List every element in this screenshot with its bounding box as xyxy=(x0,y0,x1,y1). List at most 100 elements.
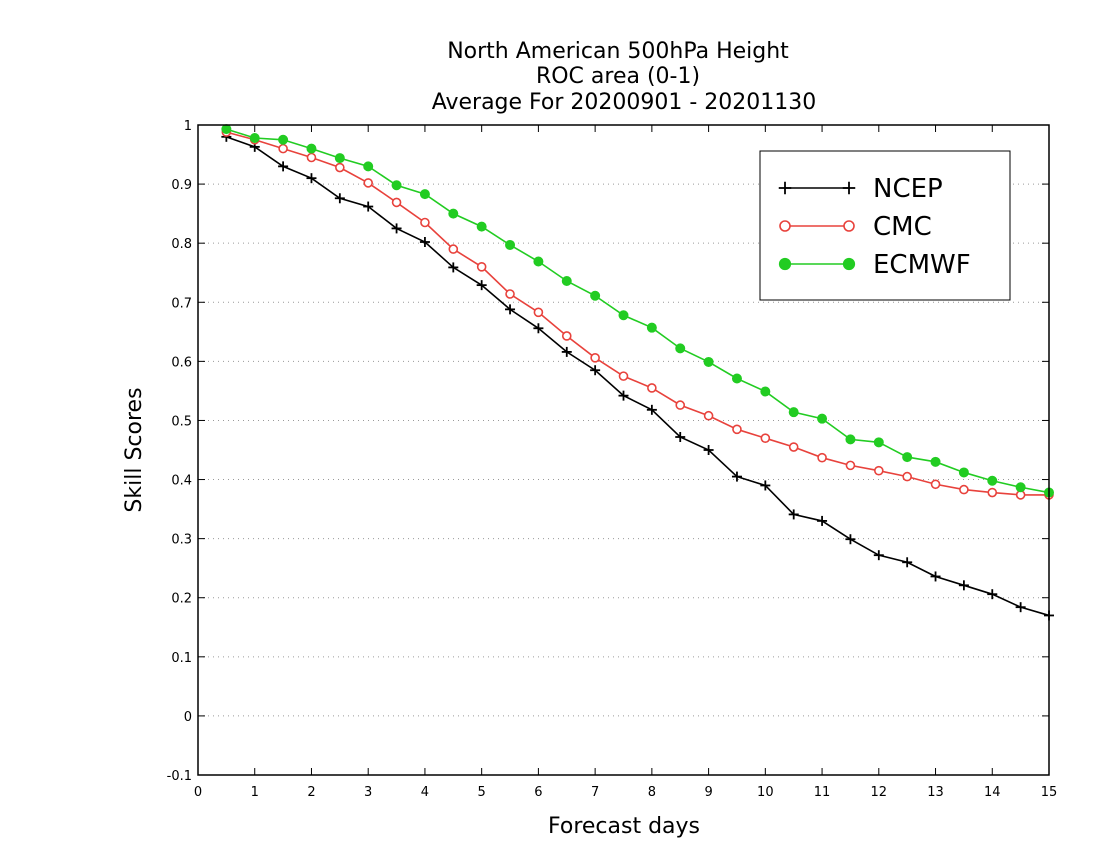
data-point-open-circle xyxy=(618,371,629,381)
data-point-open-circle xyxy=(959,484,969,495)
data-point-open-circle xyxy=(448,244,459,254)
chart-title: North American 500hPa Height ROC area (0… xyxy=(432,39,817,115)
data-point-filled-circle xyxy=(987,475,998,486)
data-point-plus xyxy=(902,557,913,568)
data-point-filled-circle xyxy=(334,153,345,164)
data-point-filled-circle xyxy=(842,257,856,271)
data-point-filled-circle xyxy=(1015,482,1026,493)
data-point-open-circle xyxy=(420,217,430,228)
y-tick-label: -0.1 xyxy=(167,769,192,784)
x-tick-label: 10 xyxy=(757,785,774,800)
x-tick-label: 4 xyxy=(421,785,429,800)
x-tick-label: 7 xyxy=(591,785,599,800)
legend-label: ECMWF xyxy=(873,250,971,280)
chart-title-line-3: Average For 20200901 - 20201130 xyxy=(432,90,817,115)
data-point-plus xyxy=(334,193,345,204)
data-point-plus xyxy=(760,480,771,491)
data-point-open-circle xyxy=(843,220,855,232)
legend: NCEP CMC ECMWF xyxy=(759,150,1011,301)
data-point-open-circle xyxy=(561,331,572,341)
data-point-filled-circle xyxy=(778,257,792,271)
x-axis-label: Forecast days xyxy=(548,814,700,839)
data-point-open-circle xyxy=(590,353,600,363)
x-tick-label: 1 xyxy=(251,785,259,800)
x-tick-label: 14 xyxy=(984,785,1001,800)
chart-title-line-2: ROC area (0-1) xyxy=(536,64,700,89)
x-tick-label: 13 xyxy=(927,785,944,800)
data-point-plus xyxy=(1015,602,1026,613)
chart-title-line-1: North American 500hPa Height xyxy=(447,39,789,64)
legend-item-ecmwf: ECMWF xyxy=(778,250,971,280)
data-point-plus xyxy=(618,390,629,401)
data-point-plus xyxy=(778,181,792,195)
data-point-plus xyxy=(930,571,941,582)
y-tick-label: 0.8 xyxy=(171,237,192,252)
data-point-plus xyxy=(731,471,742,482)
data-point-plus xyxy=(278,161,289,172)
data-point-open-circle xyxy=(278,143,288,154)
data-point-plus xyxy=(646,404,657,415)
data-point-plus xyxy=(590,365,601,376)
data-point-plus xyxy=(561,346,572,357)
x-tick-label: 15 xyxy=(1041,785,1058,800)
series-ncep xyxy=(221,131,1054,621)
x-tick-label: 0 xyxy=(194,785,202,800)
data-point-filled-circle xyxy=(391,180,402,191)
data-point-open-circle xyxy=(363,178,374,188)
data-point-filled-circle xyxy=(902,452,913,463)
data-point-plus xyxy=(419,237,430,247)
data-point-filled-circle xyxy=(590,290,601,301)
data-point-filled-circle xyxy=(533,256,544,267)
data-point-plus xyxy=(363,201,374,212)
data-point-open-circle xyxy=(788,442,799,452)
x-tick-label: 6 xyxy=(534,785,542,800)
tick-labels: -0.100.10.20.30.40.50.60.70.80.910 1 2 3 4 5 6… xyxy=(167,119,1058,800)
data-point-plus xyxy=(448,262,459,273)
data-point-open-circle xyxy=(647,383,657,393)
y-tick-label: 1 xyxy=(184,119,192,134)
x-tick-label: 9 xyxy=(704,785,712,800)
data-point-open-circle xyxy=(817,452,827,463)
data-point-plus xyxy=(505,304,516,315)
data-point-filled-circle xyxy=(760,386,771,397)
data-point-open-circle xyxy=(335,162,345,173)
y-tick-label: 0.7 xyxy=(171,296,192,311)
legend-items: NCEP CMC ECMWF xyxy=(778,174,971,280)
data-point-open-circle xyxy=(533,307,544,318)
data-point-open-circle xyxy=(930,479,941,490)
legend-label: CMC xyxy=(873,212,932,242)
data-point-plus xyxy=(391,223,402,234)
x-tick-label: 11 xyxy=(814,785,831,800)
x-tick-label: 12 xyxy=(871,785,888,800)
data-point-plus xyxy=(987,589,998,600)
data-point-plus xyxy=(873,550,884,561)
data-point-filled-circle xyxy=(845,434,856,445)
legend-item-cmc: CMC xyxy=(779,212,932,242)
data-point-open-circle xyxy=(732,424,742,435)
data-point-plus xyxy=(842,181,856,195)
data-point-open-circle xyxy=(391,197,402,208)
x-tick-label: 2 xyxy=(307,785,315,800)
legend-item-ncep: NCEP xyxy=(778,174,943,204)
data-point-filled-circle xyxy=(788,407,799,418)
data-point-open-circle xyxy=(760,433,771,443)
y-tick-label: 0.1 xyxy=(171,651,192,666)
plot-frame xyxy=(197,124,1050,776)
data-point-open-circle xyxy=(987,487,998,498)
series-ecmwf xyxy=(221,124,1054,498)
y-tick-label: 0.2 xyxy=(171,592,192,607)
data-point-plus xyxy=(703,445,714,455)
data-point-filled-circle xyxy=(476,221,487,232)
series-layer xyxy=(221,124,1054,621)
data-point-filled-circle xyxy=(703,356,714,367)
data-point-open-circle xyxy=(845,460,856,471)
x-tick-label: 3 xyxy=(364,785,372,800)
data-point-filled-circle xyxy=(817,413,828,424)
data-point-filled-circle xyxy=(448,208,459,219)
data-point-filled-circle xyxy=(561,276,572,286)
y-tick-label: 0 xyxy=(184,710,192,725)
data-point-filled-circle xyxy=(419,189,430,200)
legend-box xyxy=(759,150,1011,301)
series-line xyxy=(226,136,1050,617)
